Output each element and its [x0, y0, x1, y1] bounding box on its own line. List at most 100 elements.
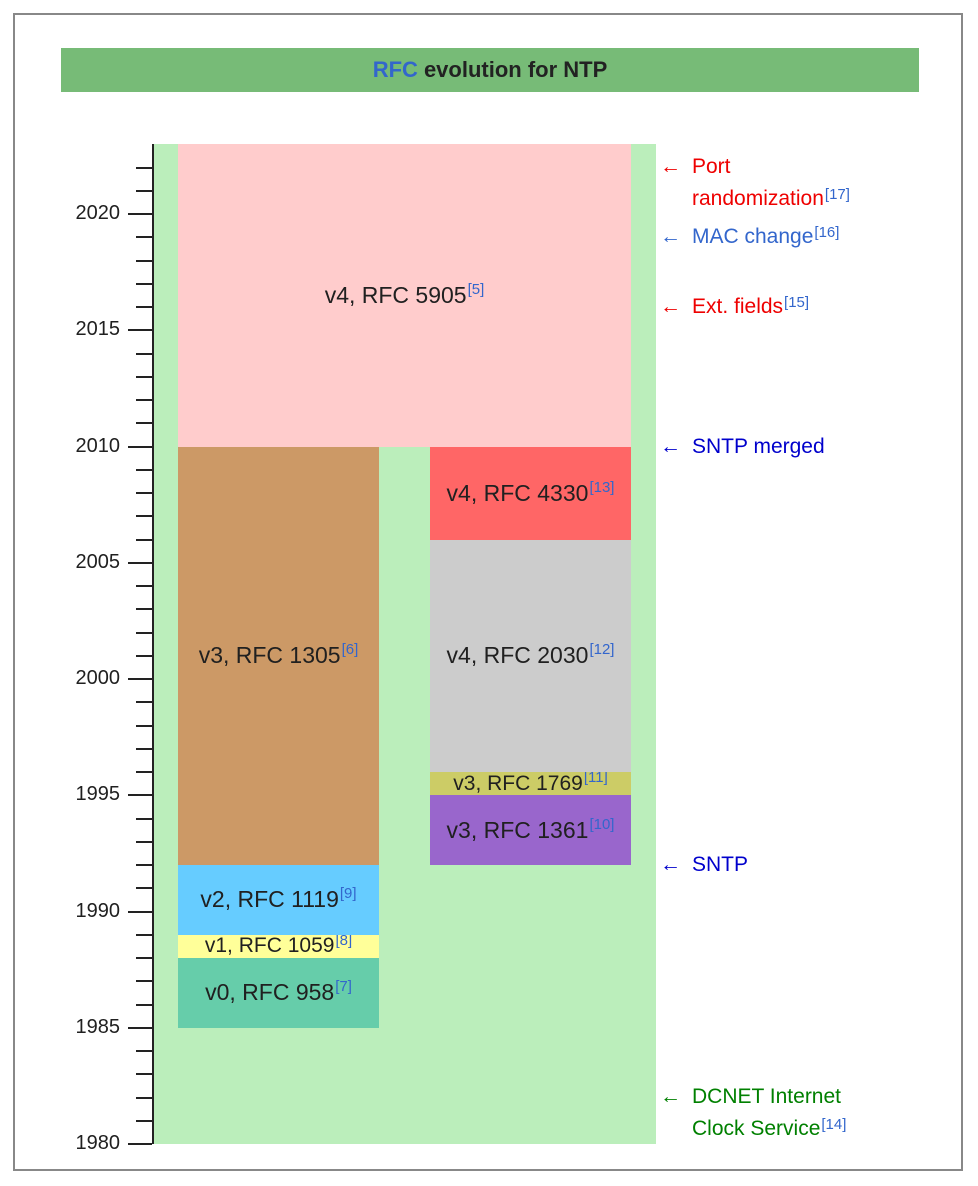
axis-tick: [136, 701, 152, 704]
rfc-block-v1: v1, RFC 1059 [8]: [178, 931, 379, 958]
left-arrow-icon: ←: [660, 295, 681, 318]
rfc-block-label: v0, RFC 958: [205, 979, 335, 1006]
axis-tick: [136, 771, 152, 773]
axis-tick: [128, 329, 152, 332]
reference-link[interactable]: [6]: [341, 641, 359, 659]
rfc-block-label: v4, RFC 4330: [446, 479, 589, 506]
axis-tick: [136, 654, 152, 657]
axis-tick: [136, 189, 152, 192]
axis-tick: [128, 794, 152, 797]
axis-tick: [136, 492, 152, 494]
axis-tick-label: 2010: [75, 434, 121, 457]
rfc-block-label: v1, RFC 1059: [204, 934, 335, 958]
left-arrow-icon: ←: [660, 154, 681, 178]
rfc-block-label: v4, RFC 5905: [324, 281, 467, 308]
axis-tick: [136, 538, 152, 541]
reference-link[interactable]: [13]: [589, 478, 615, 496]
event-sntp: ← SNTP: [660, 849, 748, 881]
axis-tick: [136, 399, 152, 401]
axis-tick: [128, 1026, 152, 1029]
axis-tick: [136, 631, 152, 634]
event-label: Ext. fields[15]: [692, 294, 810, 318]
axis-tick: [136, 1050, 152, 1052]
axis-tick: [128, 1143, 152, 1145]
axis-tick-label: 2005: [75, 550, 121, 573]
axis-tick: [136, 375, 152, 378]
rfc-block-v2: v2, RFC 1119 [9]: [178, 865, 379, 935]
axis-tick: [128, 910, 152, 913]
event-ext-fields: ← Ext. fields[15]: [660, 291, 809, 325]
reference-link[interactable]: [11]: [583, 769, 608, 787]
axis-tick-label: 1980: [75, 1132, 121, 1154]
reference-link[interactable]: [9]: [339, 885, 357, 903]
reference-link[interactable]: [7]: [335, 978, 352, 996]
axis-tick: [136, 887, 152, 890]
rfc-block-v3-1769: v3, RFC 1769 [11]: [430, 769, 631, 796]
axis-tick-label: 2000: [75, 667, 121, 689]
left-arrow-icon: ←: [660, 434, 681, 458]
rfc-block-label: v3, RFC 1769: [453, 771, 583, 795]
left-arrow-icon: ←: [660, 1084, 681, 1108]
axis-tick: [136, 957, 152, 959]
axis-tick-label: 2015: [75, 318, 121, 341]
rfc-block-v0: v0, RFC 958 [7]: [178, 958, 379, 1028]
rfc-block-v4-4330: v4, RFC 4330 [13]: [430, 446, 631, 540]
reference-link[interactable]: [12]: [589, 641, 615, 659]
axis-tick: [136, 1119, 152, 1122]
axis-tick: [136, 515, 152, 518]
axis-tick-label: 1995: [75, 783, 121, 806]
year-axis: [152, 144, 154, 1144]
axis-tick: [136, 585, 152, 587]
rfc-block-label: v3, RFC 1305: [198, 642, 341, 669]
axis-tick: [128, 445, 152, 448]
rfc-block-label: v3, RFC 1361: [446, 816, 589, 843]
reference-link[interactable]: [5]: [467, 280, 485, 298]
axis-tick: [136, 236, 152, 239]
axis-tick: [128, 213, 152, 215]
axis-tick: [136, 817, 152, 820]
axis-tick: [136, 747, 152, 750]
axis-tick: [136, 166, 152, 169]
reference-link[interactable]: [16]: [814, 224, 840, 242]
axis-tick: [136, 864, 152, 866]
rfc-block-v4-5905: v4, RFC 5905 [5]: [178, 144, 631, 447]
axis-tick-label: 1985: [75, 1015, 121, 1038]
event-label: SNTP merged: [692, 434, 825, 458]
axis-tick: [136, 282, 152, 285]
axis-tick: [136, 840, 152, 843]
title-bar: RFC evolution for NTP: [61, 48, 919, 92]
reference-link[interactable]: [10]: [589, 815, 615, 833]
title-rfc[interactable]: RFC: [372, 57, 418, 82]
axis-tick-label: 2020: [75, 202, 121, 224]
rfc-block-label: v2, RFC 1119: [200, 886, 339, 913]
reference-link[interactable]: [15]: [784, 294, 810, 311]
rfc-block-v3-1305: v3, RFC 1305 [6]: [178, 446, 379, 865]
left-arrow-icon: ←: [660, 853, 681, 876]
event-mac-change: ← MAC change[16]: [660, 221, 839, 255]
axis-tick: [128, 561, 152, 564]
reference-link[interactable]: [17]: [824, 185, 850, 203]
event-dcnet: ← DCNET Internet Clock Service[14]: [660, 1081, 846, 1147]
left-arrow-icon: ←: [660, 225, 681, 249]
event-label: DCNET Internet Clock Service[14]: [692, 1084, 847, 1140]
axis-tick: [136, 608, 152, 611]
axis-tick: [136, 1003, 152, 1006]
axis-tick: [136, 352, 152, 355]
event-port-rand: ← Port randomization[17]: [660, 151, 850, 217]
axis-tick: [136, 259, 152, 262]
event-sntp-merged: ← SNTP merged: [660, 431, 825, 463]
rfc-block-v3-1361: v3, RFC 1361 [10]: [430, 795, 631, 865]
rfc-block-label: v4, RFC 2030: [446, 642, 589, 669]
axis-tick: [136, 933, 152, 936]
axis-tick: [136, 1096, 152, 1099]
event-label: MAC change[16]: [692, 224, 840, 249]
title-text: evolution for NTP: [423, 57, 608, 82]
event-label: SNTP: [692, 853, 749, 876]
reference-link[interactable]: [14]: [821, 1115, 847, 1133]
rfc-block-v4-2030: v4, RFC 2030 [12]: [430, 539, 631, 772]
axis-tick: [128, 678, 152, 680]
axis-tick-label: 1990: [75, 899, 121, 922]
reference-link[interactable]: [8]: [335, 931, 353, 949]
axis-tick: [136, 980, 152, 983]
axis-tick: [136, 306, 152, 308]
